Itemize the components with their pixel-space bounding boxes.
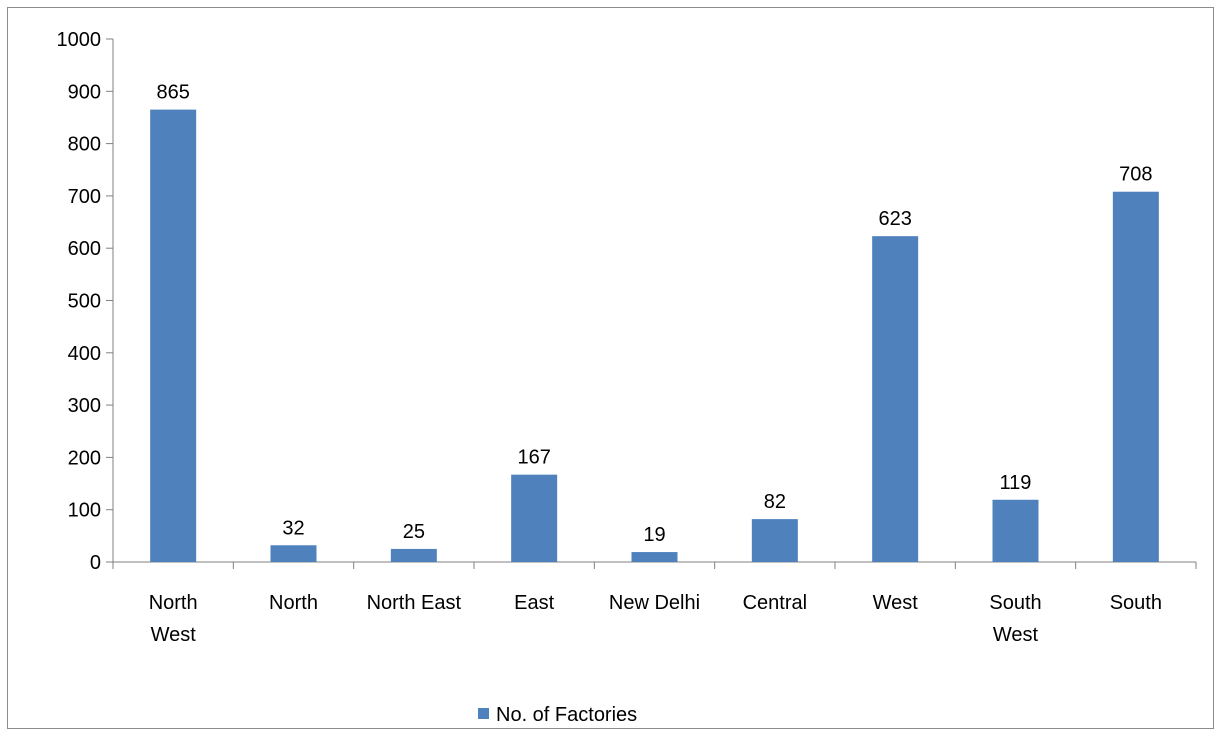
x-axis [106,561,1197,569]
category-labels: North West North North East East New Delhi Cen… [149,592,1162,646]
data-labels: 865 32 25 167 19 82 623 119 708 [156,82,1152,546]
y-tick-label: 100 [68,500,101,522]
category-label: East [514,592,554,614]
legend: No. of Factories [478,704,637,726]
bar [511,474,558,562]
y-tick-label: 300 [68,395,101,417]
y-tick-label: 800 [68,134,101,156]
data-label: 119 [1000,472,1032,494]
y-tick-label: 0 [90,552,101,574]
data-label: 708 [1119,164,1152,186]
legend-swatch [478,708,489,719]
y-tick-label: 700 [68,186,101,208]
chart-frame [7,7,1214,729]
y-tick-label: 1000 [57,29,102,51]
legend-label: No. of Factories [496,704,637,726]
category-label: North [149,592,198,614]
y-tick-label: 200 [68,447,101,469]
category-label: Central [743,592,807,614]
bar [270,545,317,562]
data-label: 19 [643,524,665,546]
y-tick-label: 900 [68,81,101,103]
category-label: New Delhi [609,592,700,614]
category-label: West [151,624,197,646]
y-tick-label: 500 [68,291,101,313]
bar [390,548,437,562]
category-label: South [1110,592,1162,614]
category-label: North [269,592,318,614]
data-label: 32 [282,517,304,539]
y-tick-label: 400 [68,343,101,365]
bar [872,236,919,562]
category-label: West [993,624,1039,646]
data-label: 865 [156,82,189,104]
bar [992,499,1039,562]
bar-series [150,109,1159,562]
bar [751,519,798,562]
data-label: 25 [403,521,425,543]
category-label: North East [367,592,462,614]
y-axis: 0 100 200 300 400 500 600 700 800 900 1000 [57,29,114,574]
bar [150,109,197,562]
bar [631,552,678,562]
bar [1112,191,1159,562]
y-tick-label: 600 [68,238,101,260]
data-label: 82 [764,491,786,513]
data-label: 623 [878,208,911,230]
category-label: South [989,592,1041,614]
data-label: 167 [517,447,550,469]
category-label: West [873,592,919,614]
